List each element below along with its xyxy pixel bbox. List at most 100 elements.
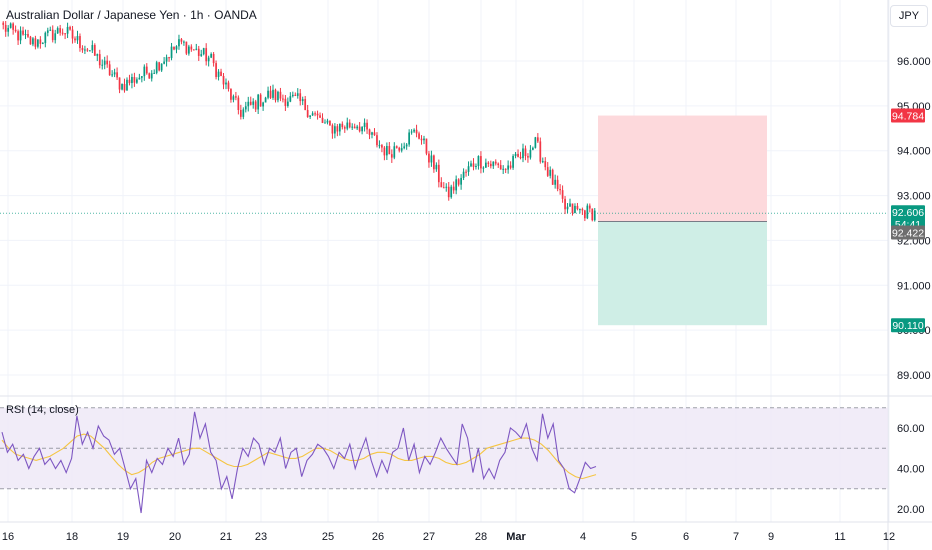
- current-price-badge-text: 92.606: [892, 207, 924, 219]
- candle-body: [400, 148, 403, 151]
- candles-layer: [2, 20, 596, 222]
- candle-body: [138, 77, 141, 80]
- candle-body: [529, 149, 532, 158]
- candle-body: [163, 61, 165, 64]
- candle-body: [222, 76, 225, 85]
- candle-body: [98, 54, 101, 66]
- candle-body: [534, 137, 537, 148]
- candle-body: [492, 161, 495, 167]
- candle-body: [207, 57, 210, 62]
- candle-body: [393, 146, 396, 158]
- candle-body: [210, 53, 213, 58]
- time-tick-label: 7: [733, 531, 739, 543]
- candle-body: [239, 109, 242, 117]
- chart-title: Australian Dollar / Japanese Yen · 1h · …: [6, 8, 257, 22]
- candle-body: [140, 76, 143, 78]
- time-tick-label: 4: [580, 531, 586, 543]
- candle-body: [64, 33, 66, 35]
- candle-body: [202, 48, 205, 55]
- candle-body: [484, 162, 487, 168]
- candle-body: [405, 144, 408, 147]
- candle-body: [282, 98, 284, 100]
- candle-body: [185, 41, 188, 54]
- rsi-tick-label: 40.00: [897, 464, 925, 476]
- candle-body: [509, 165, 512, 168]
- candle-body: [254, 101, 257, 110]
- candle-body: [215, 63, 217, 77]
- candle-body: [17, 31, 19, 41]
- candle-body: [544, 161, 547, 168]
- candle-body: [385, 146, 388, 156]
- candle-body: [480, 156, 482, 169]
- candle-body: [588, 205, 591, 209]
- candle-body: [136, 79, 138, 83]
- candle-body: [190, 46, 193, 50]
- candle-body: [29, 36, 32, 45]
- candle-body: [165, 57, 168, 62]
- candle-body: [150, 73, 153, 79]
- candle-body: [428, 153, 430, 163]
- candle-body: [289, 96, 292, 102]
- candle-body: [408, 132, 411, 145]
- candle-body: [475, 165, 477, 167]
- candle-body: [343, 127, 346, 129]
- candle-body: [445, 186, 448, 188]
- candle-body: [56, 28, 59, 34]
- candle-body: [301, 99, 304, 102]
- candle-body: [574, 205, 576, 214]
- candle-body: [489, 163, 492, 167]
- candle-body: [331, 125, 334, 134]
- candle-body: [326, 120, 329, 123]
- candle-body: [9, 23, 12, 28]
- rsi-tick-label: 20.00: [897, 504, 925, 516]
- candle-body: [581, 209, 584, 211]
- time-tick-label: 28: [475, 531, 487, 543]
- candle-body: [309, 115, 312, 118]
- candle-body: [187, 46, 190, 54]
- candle-body: [197, 48, 200, 56]
- candle-body: [183, 41, 185, 43]
- candle-body: [296, 93, 299, 96]
- price-tick-label: 93.000: [897, 191, 931, 203]
- candle-body: [14, 29, 17, 32]
- candle-body: [232, 96, 235, 100]
- candle-body: [334, 126, 336, 134]
- candle-body: [351, 126, 354, 128]
- candle-body: [433, 155, 435, 170]
- candle-body: [128, 79, 131, 84]
- candle-body: [121, 84, 123, 90]
- candle-body: [106, 60, 109, 65]
- candle-body: [267, 90, 269, 98]
- candle-body: [39, 39, 42, 44]
- candle-body: [225, 82, 227, 85]
- stop-badge: [891, 108, 925, 123]
- candle-body: [59, 28, 62, 33]
- candle-body: [118, 77, 121, 90]
- candle-body: [286, 101, 289, 106]
- candle-body: [437, 164, 440, 183]
- candle-body: [522, 148, 524, 159]
- rsi-indicator-label[interactable]: RSI (14, close): [6, 404, 79, 416]
- candle-body: [227, 82, 230, 89]
- candle-body: [175, 46, 178, 50]
- candle-body: [356, 126, 359, 129]
- candle-body: [395, 146, 398, 148]
- candle-body: [126, 79, 128, 91]
- candle-body: [583, 210, 586, 219]
- candle-body: [551, 169, 554, 185]
- candle-body: [113, 72, 116, 75]
- candle-body: [24, 34, 27, 36]
- candle-body: [311, 113, 314, 116]
- candle-body: [472, 163, 475, 167]
- candle-body: [291, 94, 294, 97]
- candle-body: [170, 46, 173, 59]
- candle-body: [257, 94, 260, 110]
- candle-body: [482, 167, 485, 169]
- stop-badge-text: 94.784: [892, 111, 924, 123]
- candle-body: [51, 29, 54, 41]
- currency-button[interactable]: JPY: [890, 5, 928, 27]
- candle-body: [465, 171, 467, 173]
- time-tick-label: 9: [768, 531, 774, 543]
- target-badge: [891, 318, 925, 333]
